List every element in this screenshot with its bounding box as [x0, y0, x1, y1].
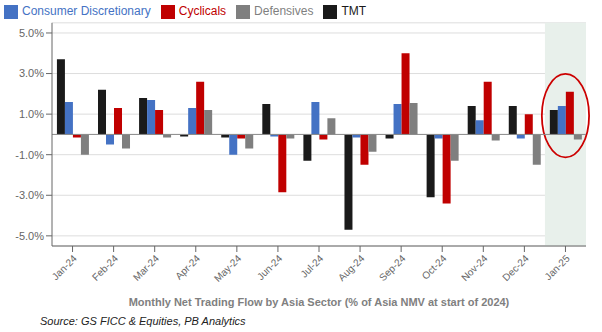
- svg-text:Dec-24: Dec-24: [500, 252, 531, 283]
- svg-text:Oct-24: Oct-24: [420, 252, 449, 281]
- svg-text:Aug-24: Aug-24: [336, 252, 367, 283]
- svg-text:Jan-24: Jan-24: [50, 252, 80, 282]
- html-text:Defensives: Defensives: [254, 4, 314, 18]
- svg-text:May-24: May-24: [212, 252, 244, 284]
- html-text:Cyclicals: Cyclicals: [178, 4, 227, 18]
- svg-text:-1.0%: -1.0%: [15, 149, 44, 161]
- html-text:Source: GS FICC & Equities, PB: Source: GS FICC & Equities, PB Analytics: [40, 315, 246, 327]
- svg-text:Jul-24: Jul-24: [298, 252, 325, 279]
- svg-text:Feb-24: Feb-24: [90, 252, 120, 282]
- svg-text:Mar-24: Mar-24: [131, 252, 161, 282]
- svg-text:3.0%: 3.0%: [19, 67, 44, 79]
- svg-text:Nov-24: Nov-24: [459, 252, 490, 283]
- svg-text:5.0%: 5.0%: [19, 27, 44, 39]
- svg-text:Jun-24: Jun-24: [255, 252, 285, 282]
- svg-text:1.0%: 1.0%: [19, 108, 44, 120]
- svg-text:-5.0%: -5.0%: [15, 230, 44, 242]
- svg-text:Apr-24: Apr-24: [173, 252, 202, 281]
- svg-text:Monthly Net Trading Flow by As: Monthly Net Trading Flow by Asia Sector …: [129, 296, 510, 308]
- svg-text:-3.0%: -3.0%: [15, 189, 44, 201]
- html-text:TMT: TMT: [341, 4, 367, 18]
- html-text:Consumer Discretionary: Consumer Discretionary: [22, 4, 151, 18]
- svg-text:Sep-24: Sep-24: [377, 252, 408, 283]
- svg-text:Jan-25: Jan-25: [542, 252, 572, 282]
